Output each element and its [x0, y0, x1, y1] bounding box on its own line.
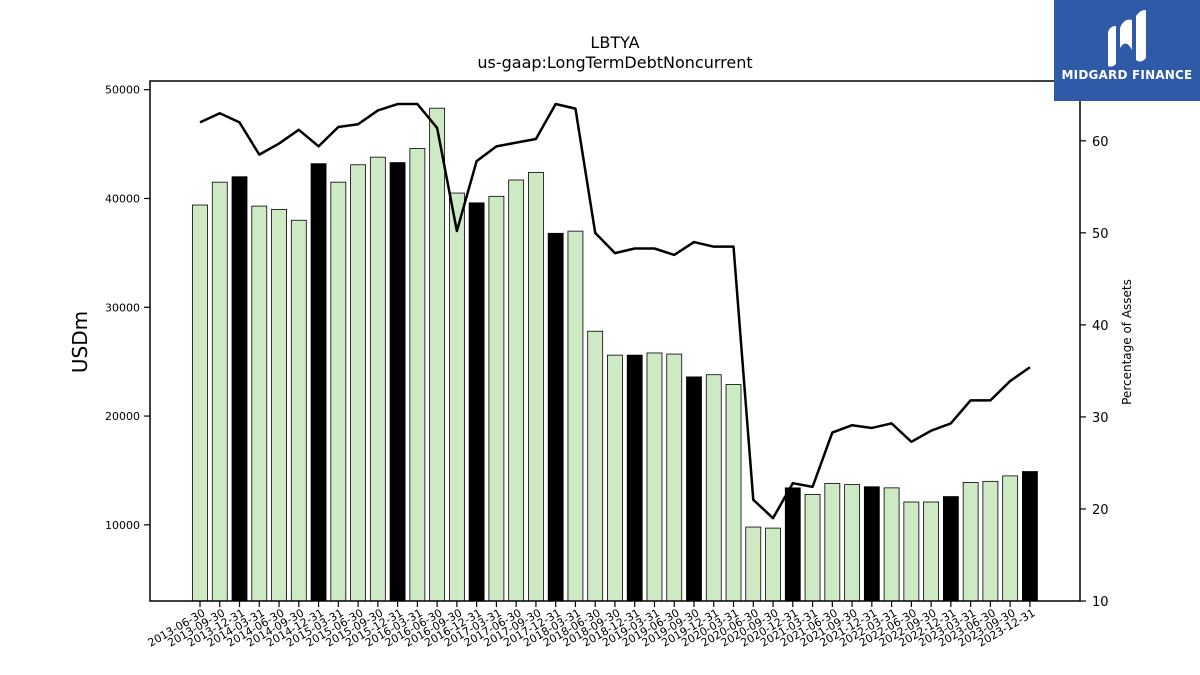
bar-2017-09-30	[528, 171, 544, 602]
bar-2019-06-30	[666, 353, 683, 602]
bar-2013-09-30	[211, 181, 228, 602]
bar-2013-06-30	[192, 204, 208, 602]
bar-2015-12-31	[389, 162, 406, 602]
y2-tick-label: 60	[1092, 135, 1109, 150]
bar-2023-12-31	[1022, 471, 1038, 602]
bar-2021-12-31	[863, 486, 880, 602]
bar-2019-03-31	[646, 352, 663, 602]
y-tick-label: 30000	[105, 301, 140, 314]
bar-2014-12-31	[310, 163, 327, 602]
x-axis-ticks: 2013-06-302013-09-302013-12-312014-03-31…	[146, 601, 1037, 650]
y-tick-label: 40000	[105, 192, 140, 205]
bar-2014-03-31	[251, 205, 268, 602]
bar-2022-12-31	[942, 496, 959, 602]
bar-2017-03-31	[488, 195, 505, 602]
midgard-logo-icon	[1108, 10, 1146, 67]
bar-2019-12-31	[705, 374, 722, 602]
bar-2021-06-30	[824, 483, 841, 602]
bar-2017-06-30	[508, 179, 525, 602]
y-tick-label: 10000	[105, 519, 140, 532]
bar-2017-12-31	[547, 232, 564, 602]
bar-2022-06-30	[903, 501, 920, 602]
y-tick-label: 50000	[105, 84, 140, 97]
bar-2015-06-30	[350, 164, 366, 602]
bar-2020-03-31	[725, 384, 742, 602]
bar-2015-03-31	[330, 181, 347, 602]
bar-2019-09-30	[686, 376, 702, 602]
y2-tick-label: 50	[1092, 227, 1109, 242]
brand-logo: MIDGARD FINANCE	[1054, 0, 1200, 101]
y2-tick-label: 10	[1092, 595, 1109, 610]
bars-group	[192, 107, 1038, 602]
bar-2022-03-31	[883, 487, 900, 602]
bar-2020-09-30	[765, 527, 781, 602]
y2-tick-label: 40	[1092, 319, 1109, 334]
percentage-line	[199, 102, 1031, 520]
line-layer	[199, 102, 1031, 520]
y-axis-label: USDm	[68, 311, 92, 373]
bar-2021-03-31	[804, 493, 821, 602]
y2-axis-ticks: 10 20 30 40 50 60	[1080, 135, 1109, 610]
chart-subtitle: us-gaap:LongTermDebtNoncurrent	[477, 53, 752, 72]
bar-2020-12-31	[784, 487, 801, 602]
bar-2018-06-30	[587, 330, 604, 602]
chart-title: LBTYA	[590, 33, 639, 52]
bar-2023-09-30	[1002, 475, 1019, 602]
bar-2023-03-31	[962, 482, 979, 602]
y-tick-label: 20000	[105, 410, 140, 423]
y2-tick-label: 30	[1092, 411, 1109, 426]
bar-2016-09-30	[448, 192, 465, 602]
bar-2022-09-30	[923, 501, 940, 602]
bar-2016-06-30	[429, 107, 446, 602]
bar-2013-12-31	[231, 176, 248, 602]
y2-axis-label: Percentage of Assets	[1120, 279, 1134, 405]
bar-2016-12-31	[468, 202, 485, 602]
bar-2018-03-31	[567, 230, 584, 602]
bar-2014-06-30	[271, 208, 287, 602]
bar-2023-06-30	[982, 480, 999, 602]
bar-2021-09-30	[844, 484, 860, 602]
y-axis-ticks: 10000 20000 30000 40000 50000	[105, 84, 150, 532]
brand-name: MIDGARD FINANCE	[1061, 68, 1193, 82]
bar-2015-09-30	[369, 156, 386, 602]
bar-2018-09-30	[607, 354, 623, 602]
bar-2018-12-31	[626, 354, 643, 602]
bar-2020-06-30	[745, 526, 762, 602]
y2-tick-label: 20	[1092, 503, 1109, 518]
bar-2016-03-31	[409, 148, 426, 602]
bar-2014-09-30	[290, 219, 307, 602]
